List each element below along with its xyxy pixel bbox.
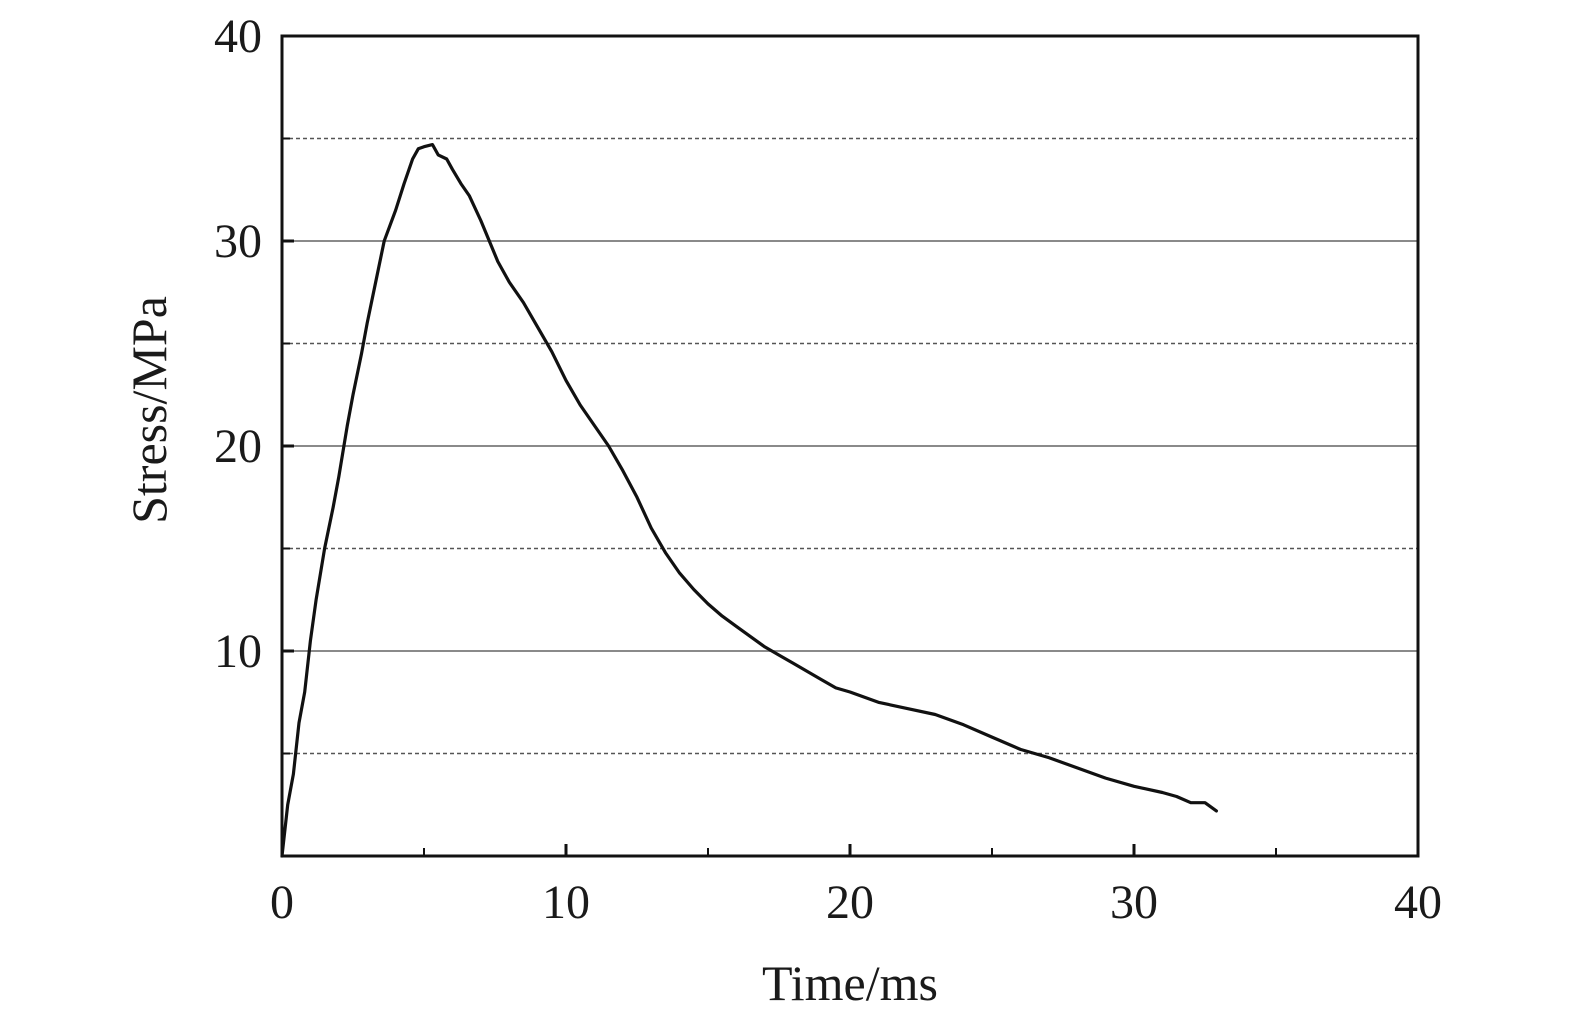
series-layer (280, 143, 1218, 858)
x-tick-label: 40 (1394, 876, 1442, 929)
x-tick-label: 20 (826, 876, 874, 929)
x-tick-label: 0 (270, 876, 294, 929)
y-axis-label: Stress/MPa (121, 296, 177, 524)
x-tick-label: 30 (1110, 876, 1158, 929)
y-tick-label: 40 (214, 10, 262, 63)
tick-labels: 0 10 20 30 40 10 20 30 40 (214, 10, 1442, 929)
y-tick-label: 20 (214, 420, 262, 473)
x-axis-label: Time/ms (762, 955, 938, 1011)
grid (282, 137, 1418, 755)
ticks (280, 34, 1420, 856)
series-line-stress (280, 143, 1218, 858)
y-tick-label: 10 (214, 625, 262, 678)
x-tick-label: 10 (542, 876, 590, 929)
y-tick-label: 30 (214, 215, 262, 268)
